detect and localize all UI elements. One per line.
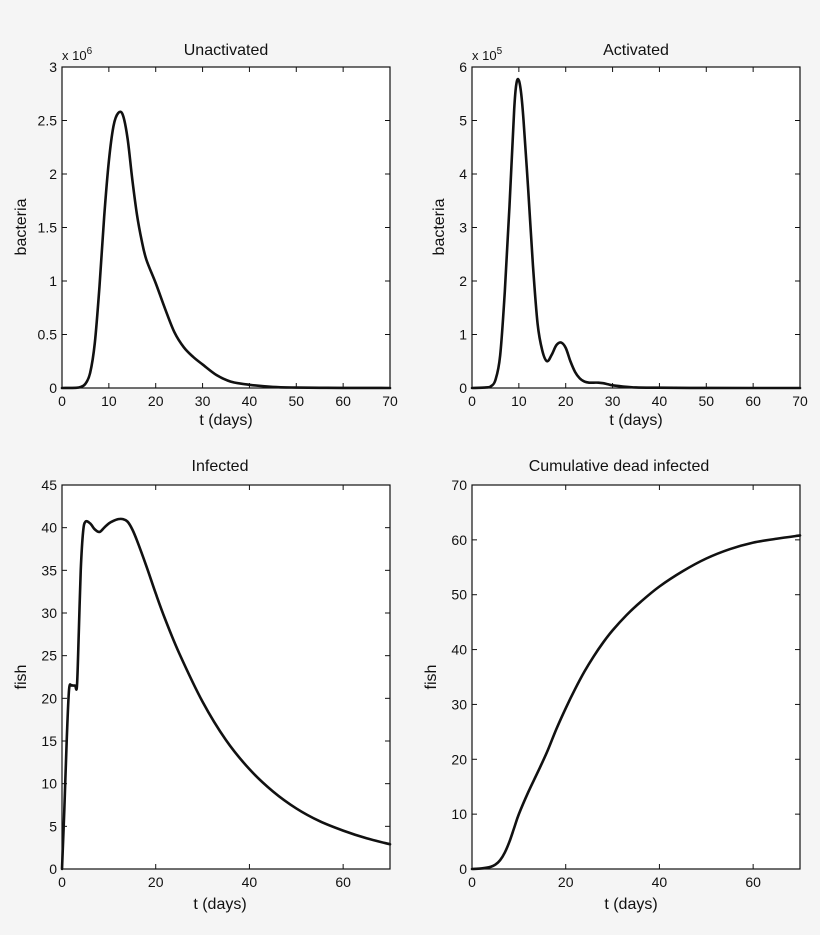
x-tick-label: 0 <box>468 393 476 409</box>
series-line-activated <box>470 77 802 390</box>
panel-unactivated: 0 10 20 30 40 50 60 70 0 0.5 1 1.5 2 2.5 3 Unactivated… <box>13 42 398 429</box>
chart-title: Unactivated <box>184 42 269 59</box>
series-line-unactivated <box>60 110 392 390</box>
x-tick-label: 50 <box>698 393 714 409</box>
x-tick-label: 0 <box>58 874 66 890</box>
y-tick-label: 0 <box>459 380 467 396</box>
plot-area <box>61 484 391 870</box>
y-tick-label: 30 <box>451 696 467 712</box>
x-tick-label: 20 <box>148 874 164 890</box>
series-line-infected <box>60 517 392 871</box>
y-tick-label: 0 <box>49 861 57 877</box>
chart-title: Activated <box>603 42 669 59</box>
y-axis-label: bacteria <box>13 198 30 255</box>
y-tick-label: 2.5 <box>38 113 58 129</box>
x-tick-label: 10 <box>101 393 117 409</box>
x-tick-label: 70 <box>382 393 398 409</box>
y-tick-label: 60 <box>451 532 467 548</box>
y-exponent-base: x 10 <box>472 48 497 63</box>
y-tick-label: 40 <box>451 642 467 658</box>
y-tick-label: 70 <box>451 477 467 493</box>
y-tick-label: 10 <box>451 806 467 822</box>
x-axis-label: t (days) <box>199 412 252 429</box>
y-tick-label: 5 <box>459 113 467 129</box>
axis-ticks: 0 20 40 60 0 10 20 30 40 50 60 70 <box>451 477 800 890</box>
y-tick-label: 1 <box>49 273 57 289</box>
x-tick-label: 40 <box>652 393 668 409</box>
panel-activated: 0 10 20 30 40 50 60 70 0 1 2 3 4 5 6 Activated t (days… <box>431 42 808 429</box>
axis-ticks: 0 10 20 30 40 50 60 70 0 0.5 1 1.5 2 2.5 3 <box>38 59 398 409</box>
y-tick-label: 0.5 <box>38 327 58 343</box>
y-tick-label: 6 <box>459 59 467 75</box>
plot-area <box>61 66 391 389</box>
y-exponent: x 106 <box>62 46 93 63</box>
y-tick-label: 4 <box>459 166 467 182</box>
x-tick-label: 0 <box>58 393 66 409</box>
x-tick-label: 40 <box>242 393 258 409</box>
x-tick-label: 30 <box>605 393 621 409</box>
y-tick-label: 0 <box>459 861 467 877</box>
x-tick-label: 20 <box>558 393 574 409</box>
y-tick-label: 25 <box>41 648 57 664</box>
y-exponent-base: x 10 <box>62 48 87 63</box>
y-exponent-power: 6 <box>87 46 93 57</box>
series-line-cumulative-dead-infected <box>470 534 802 871</box>
x-tick-label: 20 <box>558 874 574 890</box>
y-tick-label: 5 <box>49 818 57 834</box>
x-tick-label: 30 <box>195 393 211 409</box>
y-tick-label: 15 <box>41 733 57 749</box>
panel-cumulative-dead-infected: 0 20 40 60 0 10 20 30 40 50 60 70 Cumulative dead i… <box>423 458 802 913</box>
x-tick-label: 60 <box>335 393 351 409</box>
x-tick-label: 10 <box>511 393 527 409</box>
y-tick-label: 2 <box>49 166 57 182</box>
x-tick-label: 0 <box>468 874 476 890</box>
y-tick-label: 1 <box>459 327 467 343</box>
plot-area <box>471 66 801 389</box>
y-tick-label: 30 <box>41 605 57 621</box>
y-tick-label: 50 <box>451 587 467 603</box>
y-tick-label: 45 <box>41 477 57 493</box>
y-axis-label: fish <box>13 665 30 690</box>
y-tick-label: 3 <box>49 59 57 75</box>
x-axis-label: t (days) <box>609 412 662 429</box>
panel-infected: 0 20 40 60 0 5 10 15 20 25 30 35 40 45 Infected t (da… <box>13 458 392 913</box>
chart-title: Infected <box>192 458 249 475</box>
x-tick-label: 40 <box>242 874 258 890</box>
y-tick-label: 20 <box>451 751 467 767</box>
x-tick-label: 20 <box>148 393 164 409</box>
y-exponent-power: 5 <box>497 46 503 57</box>
y-tick-label: 2 <box>459 273 467 289</box>
y-exponent: x 105 <box>472 46 503 63</box>
axis-ticks: 0 20 40 60 0 5 10 15 20 25 30 35 40 45 <box>41 477 390 890</box>
y-tick-label: 0 <box>49 380 57 396</box>
y-axis-label: bacteria <box>431 198 448 255</box>
x-tick-label: 60 <box>745 393 761 409</box>
plot-area <box>471 484 801 870</box>
y-tick-label: 40 <box>41 520 57 536</box>
chart-title: Cumulative dead infected <box>529 458 710 475</box>
y-tick-label: 10 <box>41 776 57 792</box>
y-tick-label: 1.5 <box>38 220 58 236</box>
y-tick-label: 20 <box>41 690 57 706</box>
x-tick-label: 60 <box>745 874 761 890</box>
x-tick-label: 40 <box>652 874 668 890</box>
x-tick-label: 50 <box>288 393 304 409</box>
y-axis-label: fish <box>423 665 440 690</box>
x-axis-label: t (days) <box>193 896 246 913</box>
x-axis-label: t (days) <box>604 896 657 913</box>
x-tick-label: 60 <box>335 874 351 890</box>
y-tick-label: 3 <box>459 220 467 236</box>
y-tick-label: 35 <box>41 562 57 578</box>
axis-ticks: 0 10 20 30 40 50 60 70 0 1 2 3 4 5 6 <box>459 59 808 409</box>
x-tick-label: 70 <box>792 393 808 409</box>
